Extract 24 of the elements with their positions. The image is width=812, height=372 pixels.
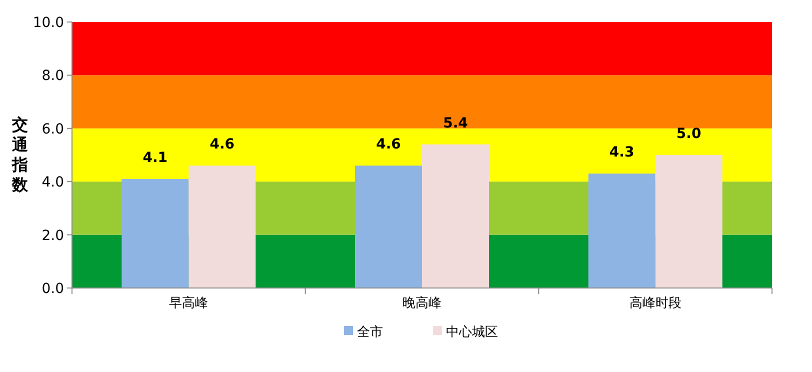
x-tick-label: 早高峰 <box>169 295 208 311</box>
y-tick-label: 10.0 <box>32 15 64 31</box>
x-tick-label: 高峰时段 <box>629 295 682 311</box>
data-label: 5.0 <box>676 126 702 142</box>
y-tick-label: 6.0 <box>42 121 64 138</box>
y-tick-label: 8.0 <box>42 68 64 84</box>
data-label: 5.4 <box>443 115 468 132</box>
data-label: 4.3 <box>609 144 634 161</box>
data-label: 4.1 <box>142 150 168 166</box>
bar <box>422 144 489 288</box>
legend-label: 全市 <box>357 325 383 340</box>
bar <box>188 166 256 288</box>
bar <box>355 166 422 288</box>
data-label: 4.6 <box>376 136 401 153</box>
bar <box>655 155 722 288</box>
y-tick-label: 2.0 <box>42 228 64 244</box>
x-tick-label: 晚高峰 <box>402 295 442 311</box>
data-label: 4.6 <box>210 136 235 153</box>
bar <box>122 178 189 288</box>
bar <box>588 174 656 288</box>
y-tick-label: 0.0 <box>42 281 64 297</box>
legend-label: 中心城区 <box>446 324 498 340</box>
y-axis-title: 交通指数 <box>11 115 29 194</box>
y-tick-label: 4.0 <box>42 174 64 191</box>
